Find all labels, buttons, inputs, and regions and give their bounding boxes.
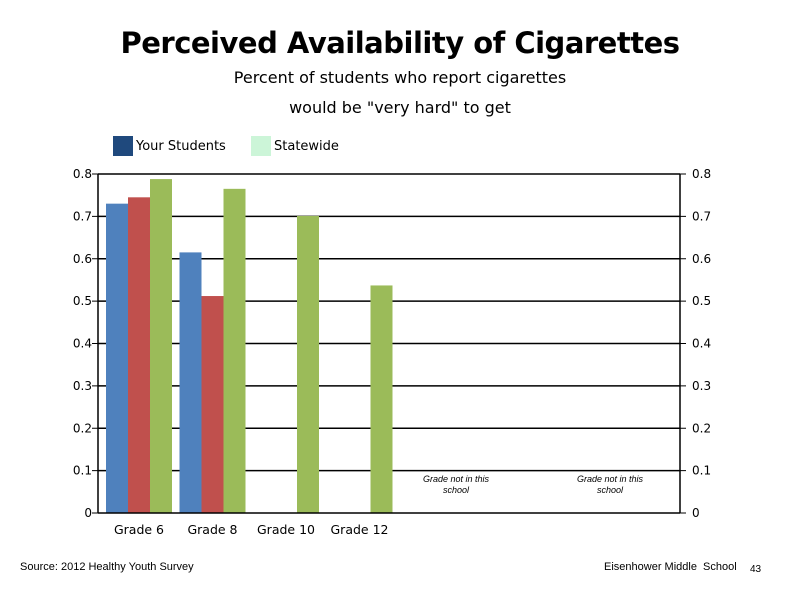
- y-tick-label-left: 0.1: [73, 464, 92, 478]
- legend-swatch-statewide: [251, 136, 271, 156]
- y-tick-label-left: 0.2: [73, 421, 92, 435]
- bar-your-students-grade-8: [179, 252, 202, 514]
- y-tick-label-right: 0.5: [692, 294, 711, 308]
- school-name: Eisenhower Middle School: [604, 561, 737, 573]
- grade-not-in-school-note-1: Grade not in this school: [422, 474, 490, 495]
- bar-statewide-grade-12: [370, 285, 393, 513]
- bar-statewide-grade-10: [297, 215, 319, 514]
- chart-subtitle-line-1: Percent of students who report cigarette…: [233, 68, 567, 87]
- x-tick-label: Grade 8: [187, 522, 237, 537]
- y-tick-label-left: 0: [84, 506, 92, 520]
- y-tick-label-left: 0.3: [73, 379, 92, 393]
- source-text: Source: 2012 Healthy Youth Survey: [20, 561, 194, 573]
- y-tick-label-right: 0.2: [692, 421, 711, 435]
- y-tick-label-left: 0.6: [73, 252, 92, 266]
- chart-title: Perceived Availability of Cigarettes: [120, 26, 680, 60]
- y-tick-label-right: 0.4: [692, 337, 711, 351]
- y-tick-label-right: 0.1: [692, 464, 711, 478]
- y-tick-label-right: 0: [692, 506, 700, 520]
- page-number: 43: [750, 564, 762, 575]
- y-tick-label-right: 0.3: [692, 379, 711, 393]
- bar-statewide-grade-8: [223, 188, 246, 514]
- chart-subtitle-line-2: would be "very hard" to get: [289, 98, 511, 117]
- y-tick-label-left: 0.5: [73, 294, 92, 308]
- y-tick-label-right: 0.6: [692, 252, 711, 266]
- bar-your-students-grade-6: [106, 203, 128, 513]
- x-tick-label: Grade 6: [114, 522, 164, 537]
- grade-not-in-school-note-2: Grade not in this school: [576, 474, 644, 495]
- bar-series-2-grade-8: [201, 296, 224, 513]
- bar-statewide-grade-6: [150, 179, 172, 513]
- x-tick-label: Grade 10: [257, 522, 315, 537]
- y-tick-label-left: 0.4: [73, 337, 92, 351]
- legend-item-statewide: Statewide: [251, 136, 339, 156]
- legend-label-your-students: Your Students: [136, 138, 226, 154]
- bars: [106, 179, 393, 514]
- x-tick-label: Grade 12: [331, 522, 389, 537]
- legend-item-your-students: Your Students: [113, 136, 226, 156]
- bar-series-2-grade-6: [128, 197, 150, 513]
- y-tick-label-left: 0.7: [73, 209, 92, 223]
- y-tick-label-right: 0.7: [692, 209, 711, 223]
- axes: 0 0 0.1 0.1 0.2 0.2 0.3 0.3 0.4 0.4 0.5 0.5 0.6 0.6 0.…: [73, 167, 711, 537]
- y-tick-label-right: 0.8: [692, 167, 711, 181]
- legend-swatch-your-students: [113, 136, 133, 156]
- legend-label-statewide: Statewide: [274, 138, 339, 154]
- y-tick-label-left: 0.8: [73, 167, 92, 181]
